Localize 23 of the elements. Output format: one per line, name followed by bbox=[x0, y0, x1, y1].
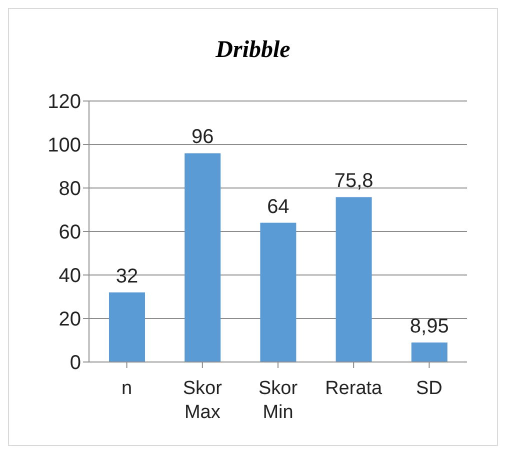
data-label: 32 bbox=[116, 265, 138, 288]
data-label: 75,8 bbox=[334, 170, 374, 192]
bar bbox=[336, 197, 372, 362]
data-label: 8,95 bbox=[410, 316, 449, 338]
y-tick-label: 40 bbox=[58, 265, 81, 288]
y-tick-label: 80 bbox=[58, 178, 81, 200]
bar bbox=[411, 342, 448, 362]
x-tick-label: Rerata bbox=[325, 378, 383, 399]
bar bbox=[184, 153, 221, 362]
x-tick-label: n bbox=[122, 378, 132, 399]
y-tick-label: 20 bbox=[58, 308, 81, 331]
y-tick-label: 120 bbox=[48, 91, 81, 114]
bar bbox=[260, 222, 296, 362]
data-label: 64 bbox=[267, 196, 290, 218]
x-tick-label: Skor Max bbox=[182, 378, 223, 423]
y-tick-label: 0 bbox=[70, 352, 81, 374]
x-tick-label: Skor Min bbox=[258, 378, 298, 423]
y-tick-label: 100 bbox=[48, 134, 81, 157]
chart-title: Dribble bbox=[214, 37, 292, 65]
y-tick-label: 60 bbox=[58, 222, 81, 244]
bar bbox=[109, 292, 145, 362]
x-tick-label: SD bbox=[416, 378, 442, 399]
data-label: 96 bbox=[191, 126, 214, 148]
